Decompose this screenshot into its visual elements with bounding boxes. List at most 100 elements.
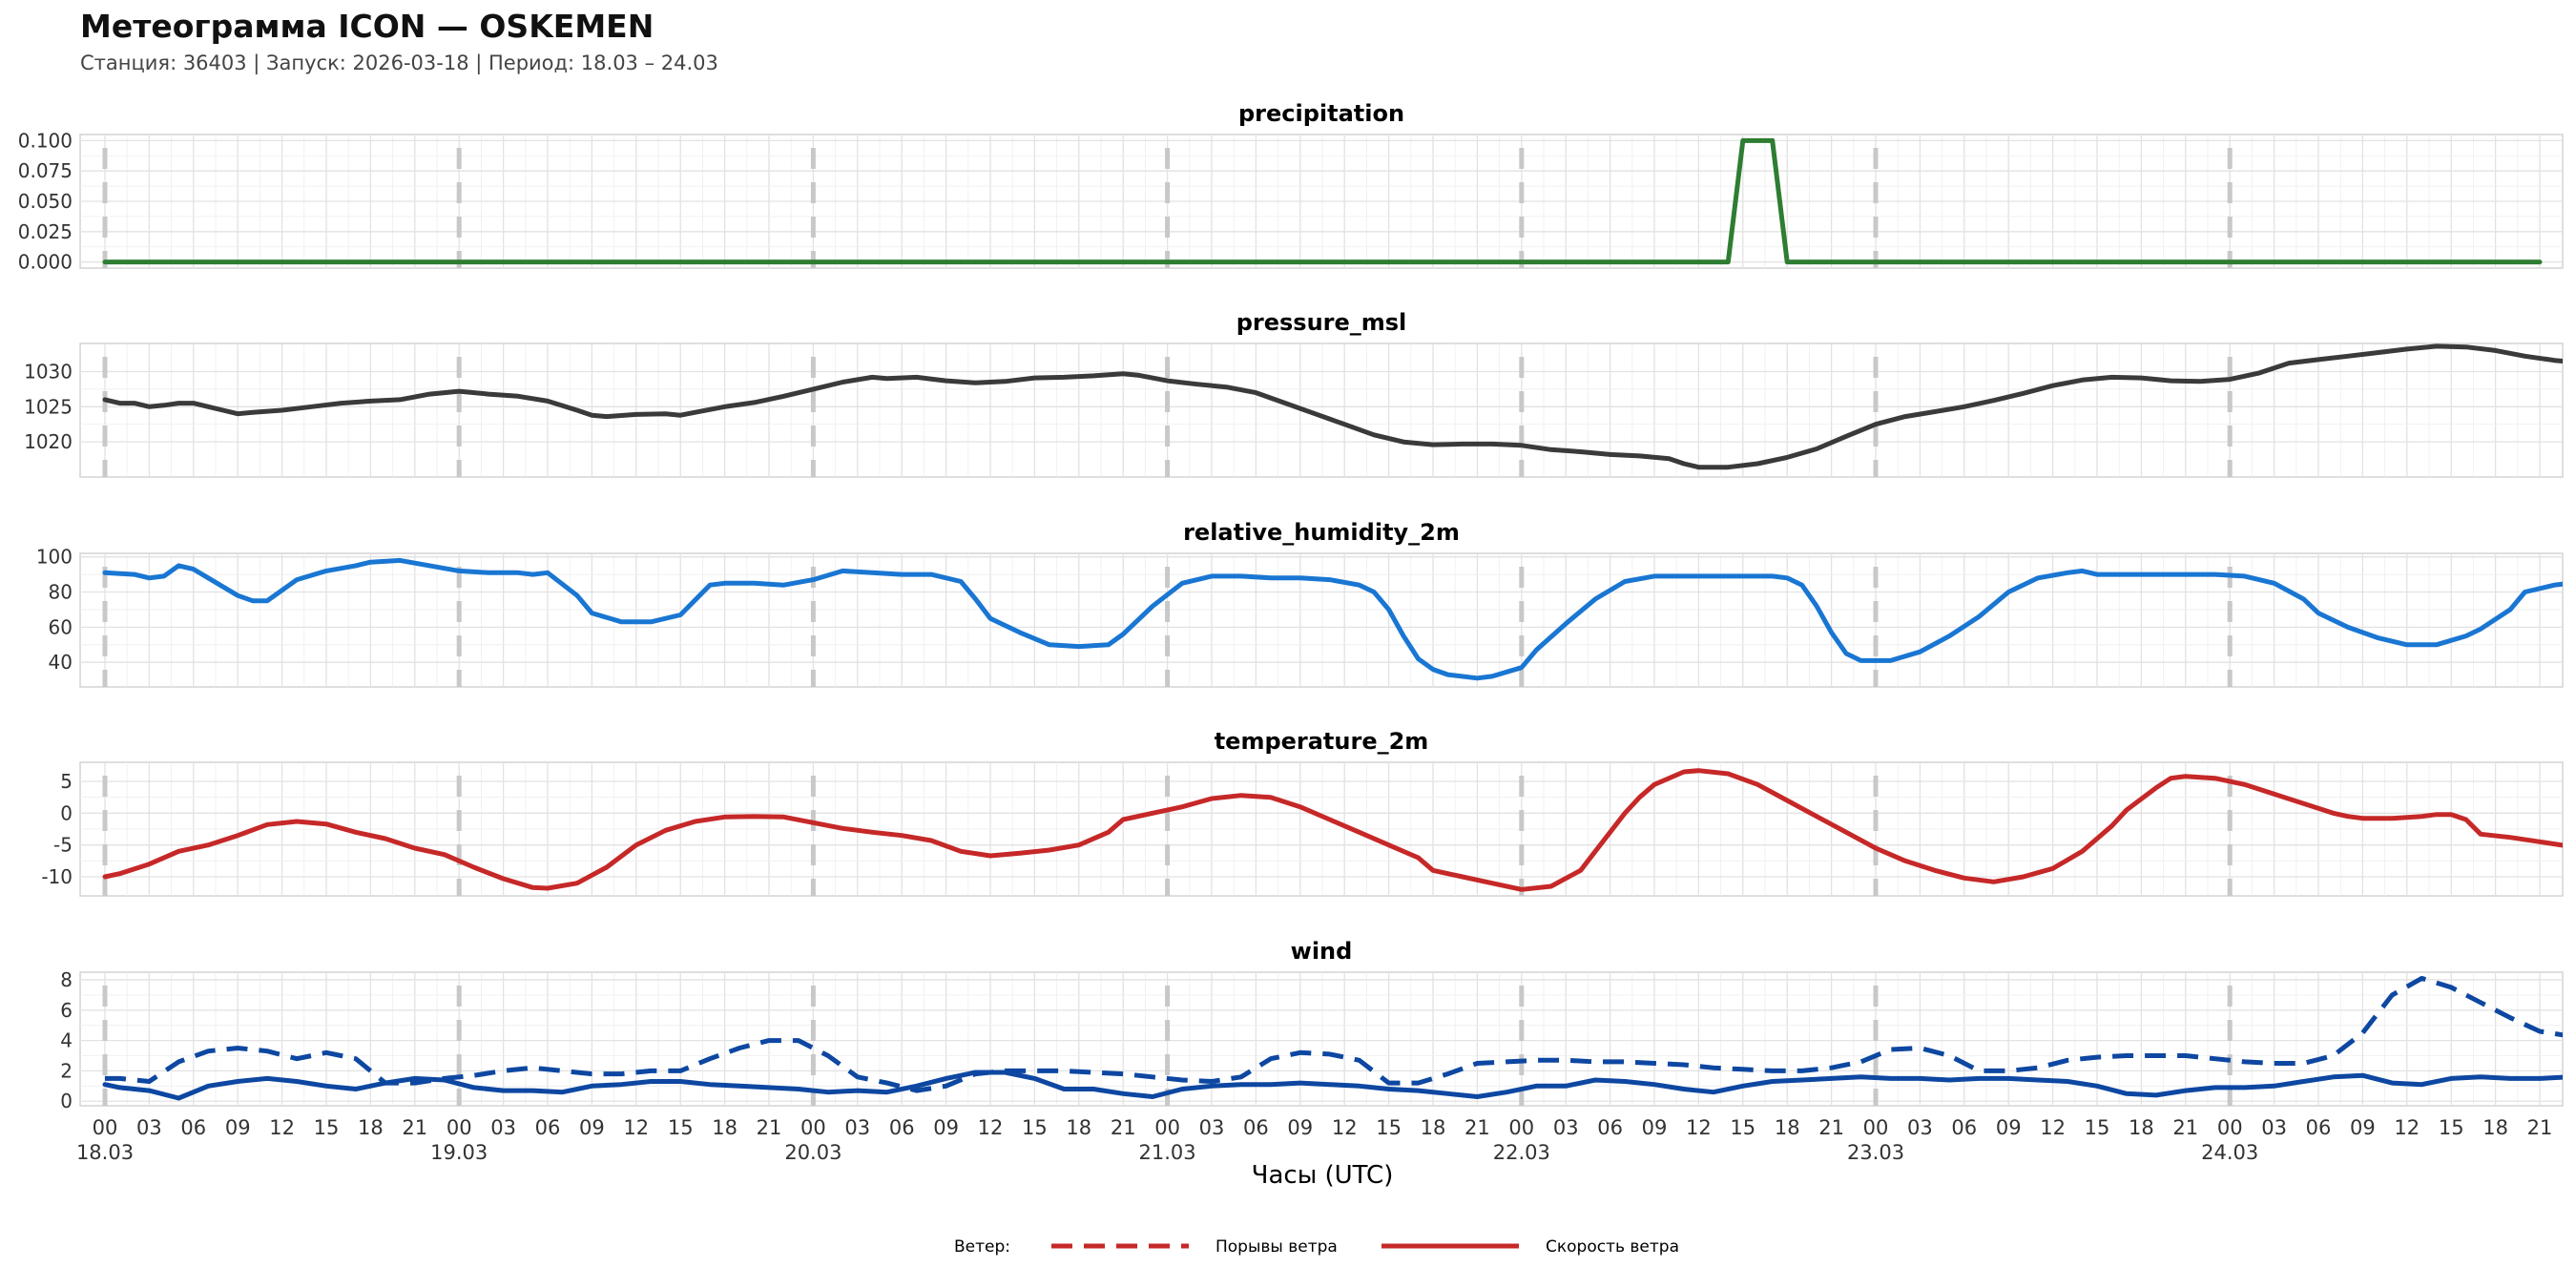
x-tick-label: 21: [402, 1116, 427, 1139]
y-tick-label: 2: [60, 1059, 73, 1082]
x-tick-label: 18: [712, 1116, 737, 1139]
x-tick-label: 12: [2394, 1116, 2420, 1139]
y-tick-label: 0.075: [18, 159, 73, 182]
legend-label-gusts: Порывы ветра: [1215, 1237, 1338, 1257]
x-tick-label: 03: [1553, 1116, 1579, 1139]
x-day-label: 23.03: [1847, 1141, 1904, 1164]
x-tick-label: 15: [1376, 1116, 1402, 1139]
y-tick-label: 0: [60, 1090, 73, 1112]
x-axis: 00 03 06 09 12 15 18 21 00 03 06 09 12 15 18 21 00 03 06 09…: [76, 1116, 2552, 1164]
x-tick-label: 18: [1066, 1116, 1091, 1139]
x-tick-label: 09: [1287, 1116, 1313, 1139]
x-tick-label: 21: [1465, 1116, 1490, 1139]
y-tick-label: 1025: [24, 395, 73, 418]
x-tick-label: 15: [668, 1116, 694, 1139]
x-tick-label: 09: [933, 1116, 959, 1139]
panel-title: pressure_msl: [1236, 309, 1407, 336]
x-tick-label: 06: [1951, 1116, 1977, 1139]
y-tick-label: -5: [53, 834, 73, 857]
x-tick-label: 06: [180, 1116, 206, 1139]
series-line-gusts: [105, 975, 2563, 1093]
panel-precipitation: 0.000 0.025 0.050 0.075 0.100 precipitation: [18, 100, 2564, 274]
x-tick-label: 09: [579, 1116, 605, 1139]
panel-temperature_2m: -10 -5 0 5 temperature_2m: [41, 728, 2564, 897]
x-tick-label: 15: [1730, 1116, 1755, 1139]
x-tick-label: 18: [2129, 1116, 2154, 1139]
x-day-label: 21.03: [1139, 1141, 1196, 1164]
y-tick-label: 8: [60, 968, 73, 991]
x-tick-label: 09: [1642, 1116, 1668, 1139]
x-tick-label: 06: [1243, 1116, 1269, 1139]
x-tick-label: 12: [978, 1116, 1004, 1139]
y-tick-label: 1030: [24, 360, 73, 383]
series-line-wind: [102, 1070, 2563, 1101]
y-tick-label: 60: [49, 615, 73, 638]
panel-wind: 0 2 4 6 8 wind: [60, 938, 2564, 1112]
x-tick-label: 09: [2350, 1116, 2376, 1139]
panel-title: relative_humidity_2m: [1183, 519, 1460, 546]
x-day-label: 18.03: [76, 1141, 134, 1164]
x-tick-label: 21: [2172, 1116, 2198, 1139]
x-tick-label: 15: [2439, 1116, 2464, 1139]
x-tick-label: 21: [1818, 1116, 1844, 1139]
x-tick-label: 06: [1597, 1116, 1623, 1139]
x-tick-label: 00: [1863, 1116, 1889, 1139]
x-tick-label: 03: [1907, 1116, 1933, 1139]
x-tick-label: 12: [1686, 1116, 1712, 1139]
y-tick-label: 0.100: [18, 129, 73, 152]
x-tick-label: 00: [1154, 1116, 1180, 1139]
x-day-label: 19.03: [430, 1141, 488, 1164]
series-line-pressure_msl: [102, 343, 2563, 470]
x-axis-label: Часы (UTC): [1252, 1161, 1394, 1190]
y-tick-label: 0.050: [18, 190, 73, 213]
series-line-precipitation: [102, 137, 2543, 265]
x-tick-label: 15: [314, 1116, 340, 1139]
x-tick-label: 06: [2306, 1116, 2332, 1139]
legend: Ветер: Порывы ветра Скорость ветра: [954, 1237, 1679, 1257]
x-tick-label: 18: [2483, 1116, 2508, 1139]
plot-panels: 0.000 0.025 0.050 0.075 0.100 precipitation 10…: [18, 100, 2564, 1112]
series-line-temperature_2m: [102, 768, 2563, 892]
x-tick-label: 00: [800, 1116, 826, 1139]
x-tick-label: 12: [623, 1116, 649, 1139]
series-line-relative_humidity_2m: [102, 557, 2563, 681]
y-tick-label: -10: [41, 865, 73, 888]
y-tick-label: 1020: [24, 430, 73, 453]
x-tick-label: 03: [1199, 1116, 1225, 1139]
legend-title: Ветер:: [954, 1237, 1010, 1257]
legend-label-speed: Скорость ветра: [1546, 1237, 1679, 1257]
panel-pressure_msl: 1020 1025 1030 pressure_msl: [24, 309, 2564, 478]
x-tick-label: 03: [136, 1116, 162, 1139]
x-tick-label: 12: [2040, 1116, 2066, 1139]
x-tick-label: 12: [269, 1116, 295, 1139]
x-tick-label: 18: [358, 1116, 384, 1139]
x-tick-label: 18: [1421, 1116, 1446, 1139]
panel-title: precipitation: [1238, 100, 1404, 127]
x-tick-label: 15: [1022, 1116, 1048, 1139]
x-tick-label: 00: [93, 1116, 118, 1139]
x-tick-label: 06: [889, 1116, 915, 1139]
x-day-label: 24.03: [2201, 1141, 2258, 1164]
x-tick-label: 18: [1775, 1116, 1800, 1139]
x-tick-label: 15: [2085, 1116, 2110, 1139]
panel-title: temperature_2m: [1215, 728, 1429, 755]
y-tick-label: 0.000: [18, 251, 73, 274]
x-tick-label: 00: [2217, 1116, 2243, 1139]
x-tick-label: 03: [844, 1116, 870, 1139]
y-tick-label: 0.025: [18, 220, 73, 243]
y-tick-label: 5: [60, 770, 73, 793]
x-tick-label: 21: [757, 1116, 782, 1139]
panel-title: wind: [1291, 938, 1353, 965]
x-tick-label: 00: [1508, 1116, 1534, 1139]
x-day-label: 20.03: [784, 1141, 841, 1164]
y-tick-label: 100: [36, 546, 73, 569]
x-tick-label: 09: [225, 1116, 251, 1139]
x-tick-label: 00: [447, 1116, 472, 1139]
x-tick-label: 03: [490, 1116, 516, 1139]
x-tick-label: 06: [535, 1116, 561, 1139]
y-tick-label: 4: [60, 1029, 73, 1052]
panel-frame: [79, 343, 2564, 478]
x-tick-label: 09: [1996, 1116, 2022, 1139]
y-tick-label: 0: [60, 801, 73, 824]
